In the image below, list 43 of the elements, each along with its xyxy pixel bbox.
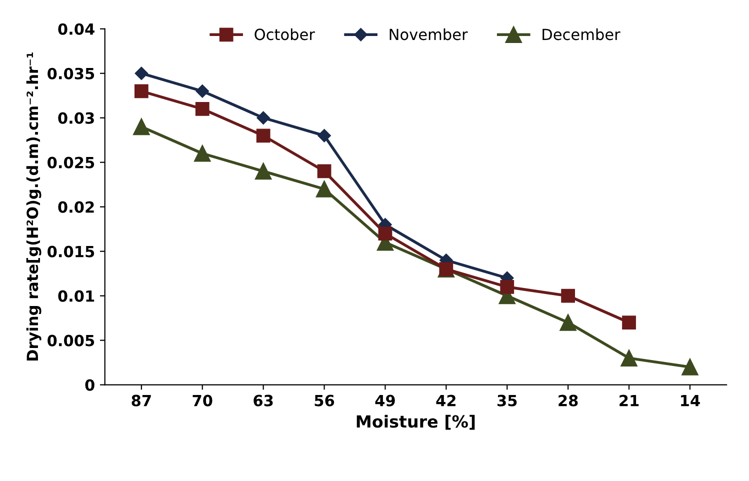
x-tick-label: 63 <box>254 394 273 406</box>
point <box>561 288 576 303</box>
point <box>195 102 210 116</box>
x-tick-label: 42 <box>436 394 456 406</box>
y-tick-label: 0.035 <box>48 68 94 80</box>
point <box>622 316 636 330</box>
point <box>620 350 638 366</box>
x-tick-label: 14 <box>681 394 700 406</box>
x-tick-label: 70 <box>192 394 212 406</box>
y-tick-label: 0.01 <box>58 290 94 302</box>
legend-label: November <box>390 28 468 40</box>
y-tick-label: 0 <box>85 379 94 391</box>
point <box>682 358 698 376</box>
y-tick-label: 0.005 <box>48 334 94 346</box>
point <box>254 162 272 180</box>
point <box>133 118 150 136</box>
x-tick-label: 21 <box>620 394 639 406</box>
y-axis-title: Drying rate[g(H²O)g.(d.m).cm⁻².hr⁻¹ <box>26 52 42 361</box>
y-tick-label: 0.02 <box>58 201 94 213</box>
x-tick-label: 56 <box>314 394 334 406</box>
point <box>500 280 514 294</box>
point <box>560 314 576 331</box>
point <box>194 145 211 162</box>
point <box>318 129 331 142</box>
point <box>134 66 148 80</box>
point <box>256 111 270 124</box>
point <box>196 84 209 98</box>
y-tick-label: 0.03 <box>58 112 94 124</box>
x-tick-label: 35 <box>498 394 517 406</box>
point <box>317 164 332 178</box>
y-tick-label: 0.015 <box>48 246 94 258</box>
x-tick-label: 87 <box>132 394 151 406</box>
point <box>378 226 392 240</box>
point <box>134 84 148 98</box>
legend-label: December <box>542 28 620 40</box>
x-tick-label: 28 <box>558 394 578 406</box>
x-tick-label: 49 <box>375 394 395 406</box>
point <box>256 128 270 143</box>
y-tick-label: 0.025 <box>48 156 94 168</box>
legend-label: October <box>254 28 315 40</box>
y-tick-label: 0.04 <box>58 23 94 35</box>
x-axis-title: Moisture [%] <box>356 414 475 430</box>
point <box>316 180 333 198</box>
